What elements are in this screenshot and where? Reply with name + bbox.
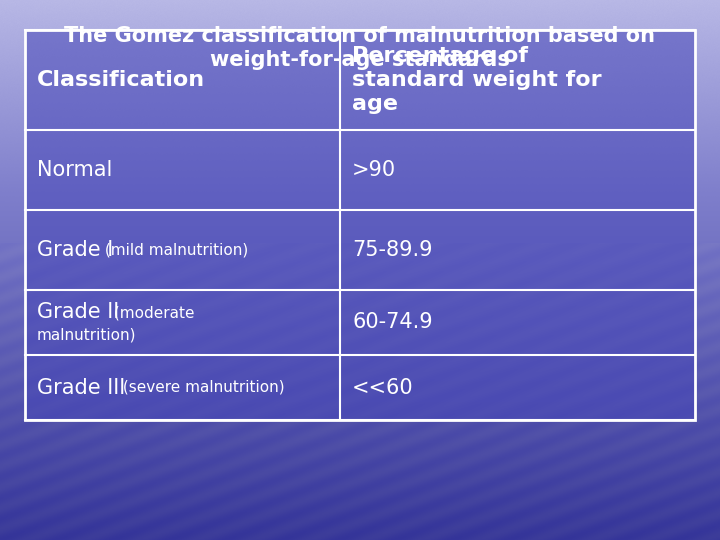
Text: 75-89.9: 75-89.9 [352, 240, 433, 260]
Text: Grade III: Grade III [37, 377, 125, 397]
Text: Grade I: Grade I [37, 240, 113, 260]
Bar [25, 30, 695, 420]
Text: Grade II: Grade II [37, 302, 120, 322]
Text: (moderate: (moderate [109, 305, 194, 320]
Text: 60-74.9: 60-74.9 [352, 313, 433, 333]
Text: Normal: Normal [37, 160, 112, 180]
Text: Classification: Classification [37, 70, 205, 90]
Text: (mild malnutrition): (mild malnutrition) [100, 242, 248, 258]
Text: (severe malnutrition): (severe malnutrition) [118, 380, 284, 395]
Text: malnutrition): malnutrition) [37, 327, 137, 342]
Text: weight-for-age standards: weight-for-age standards [210, 50, 510, 70]
Text: <<60: <<60 [352, 377, 413, 397]
Text: The Gomez classification of malnutrition based on: The Gomez classification of malnutrition… [65, 26, 655, 46]
Text: Percentage of
standard weight for
age: Percentage of standard weight for age [352, 46, 602, 114]
Text: >90: >90 [352, 160, 396, 180]
